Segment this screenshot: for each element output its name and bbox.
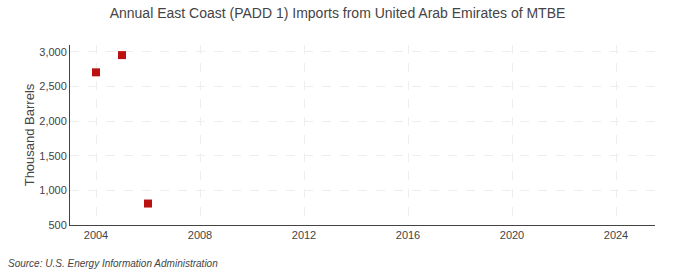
svg-text:Source: U.S. Energy Informatio: Source: U.S. Energy Information Administ… — [8, 258, 218, 269]
svg-text:2020: 2020 — [500, 229, 524, 241]
svg-text:3,000: 3,000 — [39, 46, 67, 58]
svg-text:500: 500 — [48, 219, 66, 231]
svg-text:2004: 2004 — [84, 229, 108, 241]
svg-text:2008: 2008 — [188, 229, 212, 241]
svg-text:Annual East Coast (PADD 1) Imp: Annual East Coast (PADD 1) Imports from … — [110, 5, 566, 21]
svg-text:2024: 2024 — [604, 229, 628, 241]
svg-text:2016: 2016 — [396, 229, 420, 241]
svg-text:1,500: 1,500 — [39, 150, 67, 162]
svg-text:2,000: 2,000 — [39, 115, 67, 127]
svg-text:2012: 2012 — [292, 229, 316, 241]
svg-text:Thousand Barrels: Thousand Barrels — [22, 83, 37, 186]
svg-text:1,000: 1,000 — [39, 184, 67, 196]
svg-text:2,500: 2,500 — [39, 80, 67, 92]
